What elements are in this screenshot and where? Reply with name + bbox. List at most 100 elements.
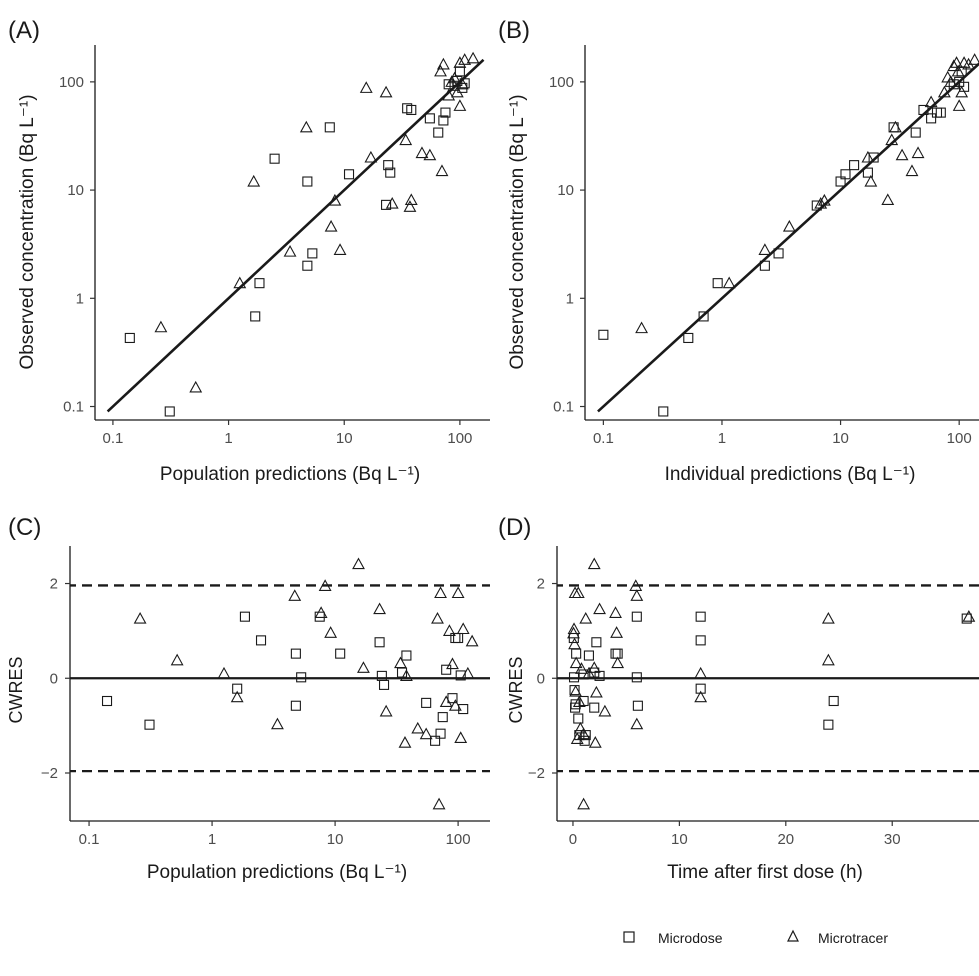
- panel-a-microdose-point: [438, 115, 449, 126]
- panel-b-microdose-point: [598, 329, 609, 340]
- panel-a-microdose-point: [454, 66, 465, 77]
- panel-b-microdose-point: [910, 127, 921, 138]
- panel-c-microdose-point: [290, 648, 301, 659]
- panel-d-microtracer-point: [589, 685, 603, 698]
- panel-a-microtracer-point: [453, 99, 467, 111]
- panel-d-microdose-point: [578, 669, 589, 680]
- panel-a-microtracer-point: [404, 193, 418, 206]
- panel-d-microtracer-point: [610, 626, 624, 638]
- panel-a-microtracer-point: [450, 85, 464, 98]
- panel-c-x-tick-label: 0.1: [79, 831, 100, 848]
- panel-c-microtracer-point: [324, 626, 338, 638]
- panel-a-microtracer-point: [333, 243, 347, 255]
- panel-d-x-tick-label: 30: [884, 831, 901, 848]
- panel-d-microtracer-point: [587, 557, 601, 570]
- legend-microtracer-triangle-icon: [787, 929, 799, 942]
- panel-b-x-tick-label: 0.1: [593, 430, 614, 447]
- panel-c-microtracer-point: [419, 727, 433, 740]
- panel-d-y-tick-label: −2: [528, 765, 545, 782]
- panel-d-microdose-point: [632, 700, 643, 711]
- panel-a-microtracer-point: [435, 164, 449, 177]
- panel-a-microdose-point: [433, 127, 444, 138]
- panel-d-microtracer-point: [588, 736, 602, 748]
- panel-d-microdose-point: [573, 713, 584, 724]
- panel-a-microtracer-point: [247, 174, 261, 187]
- panel-d-microtracer-point: [582, 666, 596, 679]
- panel-b-microtracer-point: [951, 64, 965, 77]
- panel-c-y-tick-label: 0: [50, 670, 58, 687]
- panel-b-microtracer-point: [905, 164, 919, 177]
- panel-c-microdose-point: [458, 704, 469, 715]
- panel-d-microdose-point: [695, 635, 706, 646]
- panel-c-microtracer-point: [454, 731, 468, 743]
- panel-d-microtracer-point: [593, 602, 606, 615]
- panel-a-y-axis-title: Observed concentration (Bq L⁻¹): [17, 94, 38, 369]
- panel-d-microtracer-point: [821, 611, 835, 624]
- panel-d-microdose-point: [631, 611, 642, 622]
- panel-a-x-tick-label: 100: [447, 430, 472, 447]
- panel-a-microdose-point: [324, 122, 335, 133]
- panel-c-microtracer-point: [411, 721, 425, 734]
- panel-a-y-tick-label: 0.1: [63, 399, 84, 416]
- panel-b-y-tick-label: 10: [557, 182, 574, 199]
- panel-a-microdose-point: [406, 104, 417, 116]
- panel-c-microtracer-point: [399, 669, 413, 681]
- panel-b-microdose-point: [935, 107, 946, 118]
- panel-a-microdose-point: [343, 169, 355, 180]
- panel-c-microdose-point: [232, 683, 243, 694]
- panel-b-microdose-point: [849, 160, 860, 171]
- panel-a-microtracer-point: [379, 85, 393, 98]
- panel-d-microtracer-point: [567, 622, 581, 635]
- panel-b-microtracer-point: [944, 75, 958, 87]
- panel-b-y-tick-label: 100: [549, 74, 574, 91]
- panel-d-microtracer-point: [587, 661, 601, 673]
- panel-c-microtracer-point: [451, 586, 465, 599]
- panel-a-microdose-point: [424, 113, 435, 124]
- legend: Microdose Microtracer: [623, 929, 888, 946]
- panel-b-microdose-point: [683, 332, 694, 344]
- panel-c-y-tick-label: 2: [50, 576, 58, 593]
- panel-b-microtracer-point: [864, 174, 878, 187]
- panel-c-label: (C): [8, 514, 41, 541]
- panel-c-y-axis-title: CWRES: [6, 657, 26, 724]
- panel-d-microtracer-point: [569, 656, 583, 669]
- panel-b-microdose-point: [931, 107, 943, 118]
- panel-d-microdose-point: [583, 650, 594, 661]
- legend-microtracer-label: Microtracer: [818, 930, 888, 946]
- panel-c-microtracer-point: [398, 736, 412, 748]
- panel-b-microtracer-point: [814, 196, 828, 209]
- panel-d-x-tick-label: 20: [777, 831, 794, 848]
- panel-c-microdose-point: [144, 719, 155, 730]
- panel-a-microtracer-point: [458, 53, 472, 65]
- panel-c-microtracer-point: [271, 717, 284, 730]
- panel-c-microtracer-point: [439, 695, 453, 707]
- panel-c-x-tick-label: 10: [327, 831, 344, 848]
- panel-b-microdose-point: [759, 260, 770, 271]
- panel-b-x-tick-label: 100: [947, 430, 972, 447]
- panel-c-microdose-point: [239, 611, 250, 622]
- panel-c-microdose-point: [314, 611, 325, 622]
- panel-b-y-axis-title: Observed concentration (Bq L⁻¹): [507, 94, 528, 369]
- panel-b-microtracer-point: [952, 99, 966, 111]
- panel-c-microtracer-point: [217, 666, 231, 679]
- panel-c-microdose-point: [296, 672, 307, 683]
- panel-d-microtracer-point: [629, 579, 643, 591]
- panel-a-y-tick-label: 100: [59, 74, 84, 91]
- panel-a-y-tick-label: 10: [67, 182, 84, 199]
- panel-c-microtracer-point: [314, 606, 328, 618]
- panel-a-microtracer-point: [385, 196, 399, 209]
- panel-d-microdose-point: [574, 730, 585, 741]
- panel-c-microdose-point: [101, 695, 113, 707]
- panel-a-identity-line: [106, 58, 485, 413]
- panel-c-microdose-point: [447, 693, 458, 704]
- panel-a-microtracer-point: [189, 380, 203, 393]
- panel-d-y-axis-title: CWRES: [506, 657, 526, 724]
- panel-a-x-tick-label: 10: [336, 430, 353, 447]
- panel-a-microtracer-point: [233, 276, 247, 289]
- panel-c-x-tick-label: 100: [446, 831, 471, 848]
- panel-c-microtracer-point: [373, 602, 387, 615]
- panel-b-microdose-point: [918, 104, 929, 116]
- panel-c-microtracer-point: [379, 704, 393, 717]
- panel-d-microtracer-point: [577, 727, 591, 740]
- panel-b-microtracer-point: [950, 56, 963, 68]
